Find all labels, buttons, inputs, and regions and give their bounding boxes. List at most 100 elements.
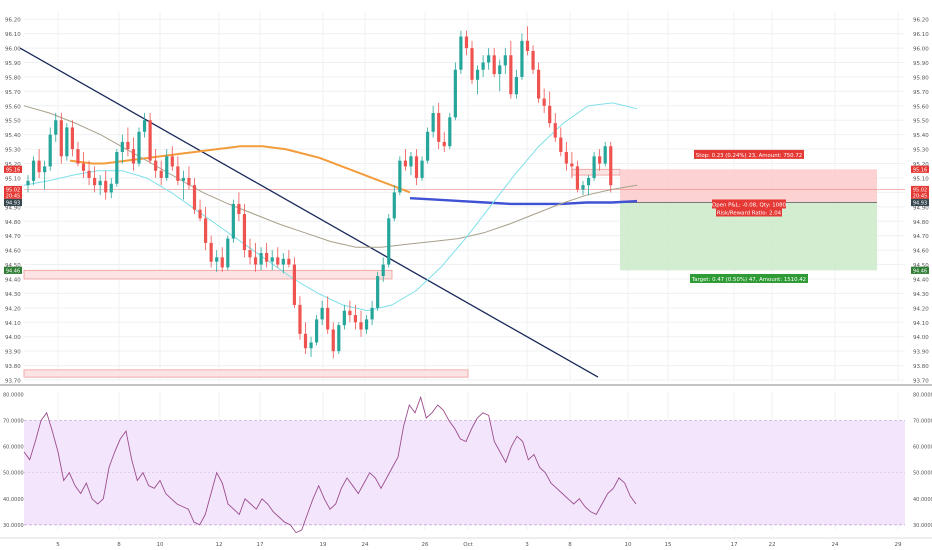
candle-body [248, 250, 252, 258]
candle [453, 62, 457, 121]
price-tick-left: 95.80 [5, 75, 21, 81]
support-zone [23, 369, 469, 378]
time-tick: 3 [525, 542, 529, 548]
rr-label: Risk/Reward Ratio: 2.04 [717, 210, 782, 216]
right-price-badge: 94.46 [913, 268, 927, 274]
candle-body [281, 258, 285, 265]
time-tick: 19 [320, 542, 327, 548]
candle-body [437, 113, 441, 142]
candle-body [198, 209, 202, 219]
candle-body [487, 55, 491, 63]
candle [104, 170, 108, 200]
time-tick: 29 [895, 542, 902, 548]
price-tick-right: 95.80 [913, 75, 929, 81]
price-tick-right: 95.30 [913, 148, 929, 154]
candle [315, 315, 319, 346]
candle [81, 151, 86, 178]
price-tick-left: 94.00 [5, 335, 21, 341]
candle [487, 48, 491, 70]
supply-zone [571, 168, 621, 176]
candle-body [548, 105, 552, 124]
time-tick: 24 [362, 542, 369, 548]
oscillator-pane[interactable]: 80.0000 80.0000 70.0000 70.0000 60.0000 60.00… [3, 392, 932, 534]
candle [70, 120, 74, 157]
candle [475, 65, 480, 95]
time-tick: 26 [422, 542, 429, 548]
candle [187, 166, 191, 190]
candle-body [592, 156, 596, 178]
candle-body [392, 192, 396, 219]
price-tick-left: 95.20 [5, 162, 21, 168]
price-tick-left: 94.30 [5, 292, 21, 298]
candle [253, 242, 258, 272]
candle-body [43, 166, 47, 173]
candle-body [98, 180, 102, 186]
stop-label-bg [694, 149, 804, 159]
left-price-badge: 94.46 [6, 268, 20, 274]
candle-body [76, 149, 80, 164]
candle-body [520, 40, 524, 77]
candle [109, 177, 113, 199]
candle-body [559, 137, 563, 152]
oscillator-line [23, 395, 637, 534]
left-price-badge: 95.02 [6, 188, 20, 194]
candle [514, 69, 518, 99]
candle-body [359, 322, 363, 330]
resistance-zone [23, 269, 393, 280]
candle [420, 156, 424, 181]
candle [242, 203, 247, 258]
candle [603, 141, 607, 167]
candle [448, 113, 452, 150]
right-price-badge: 94.93 [913, 200, 927, 206]
candle [559, 127, 563, 157]
candle-body [31, 160, 36, 181]
candle-body [603, 146, 607, 164]
right-price-badge-bg [911, 185, 929, 194]
candle [337, 322, 341, 355]
candle [26, 175, 30, 193]
candle-body [165, 156, 169, 178]
candle-body [148, 120, 152, 161]
candle-body [37, 160, 41, 173]
price-tick-left: 95.30 [5, 148, 21, 154]
time-tick: 10 [157, 542, 164, 548]
candle-body [514, 76, 518, 95]
candle-body [403, 160, 407, 167]
candle-body [381, 264, 385, 277]
candle [165, 149, 169, 181]
candle-body [109, 183, 113, 193]
candle [93, 166, 97, 193]
candle-body [87, 170, 91, 178]
candle [520, 33, 524, 80]
price-tick-left: 94.80 [5, 220, 21, 226]
price-tick-left: 95.10 [5, 176, 21, 182]
candle [181, 170, 185, 200]
price-tick-left: 94.70 [5, 234, 21, 240]
price-tick-right: 94.00 [913, 335, 929, 341]
candle [364, 315, 369, 334]
price-tick-right: 94.40 [913, 277, 929, 283]
candle [281, 253, 285, 274]
candle-body [598, 156, 602, 164]
price-tick-right: 95.20 [913, 162, 929, 168]
candle-body [276, 257, 280, 265]
candle [409, 151, 413, 176]
price-pane[interactable]: 96.20 96.20 96.10 96.10 96.00 96.00 95.90 95.90… [4, 12, 929, 385]
price-tick-left: 95.90 [5, 61, 21, 67]
left-price-badge-bg [4, 165, 22, 173]
price-tick-right: 94.80 [913, 220, 929, 226]
time-tick: 22 [769, 542, 776, 548]
time-tick: 8 [117, 542, 121, 548]
candle-body [542, 98, 546, 106]
candle-body [470, 48, 474, 80]
candle-body [370, 307, 374, 320]
price-tick-left: 94.90 [5, 205, 21, 211]
candle [309, 336, 313, 357]
time-axis[interactable]: 5 8 10 12 17 19 24 26 Oct 3 8 10 15 17 22 24 29 [0, 537, 932, 548]
candle [59, 113, 63, 164]
candle [87, 160, 91, 186]
candle-body [448, 117, 452, 147]
candle [37, 149, 41, 178]
candle-body [126, 141, 130, 150]
